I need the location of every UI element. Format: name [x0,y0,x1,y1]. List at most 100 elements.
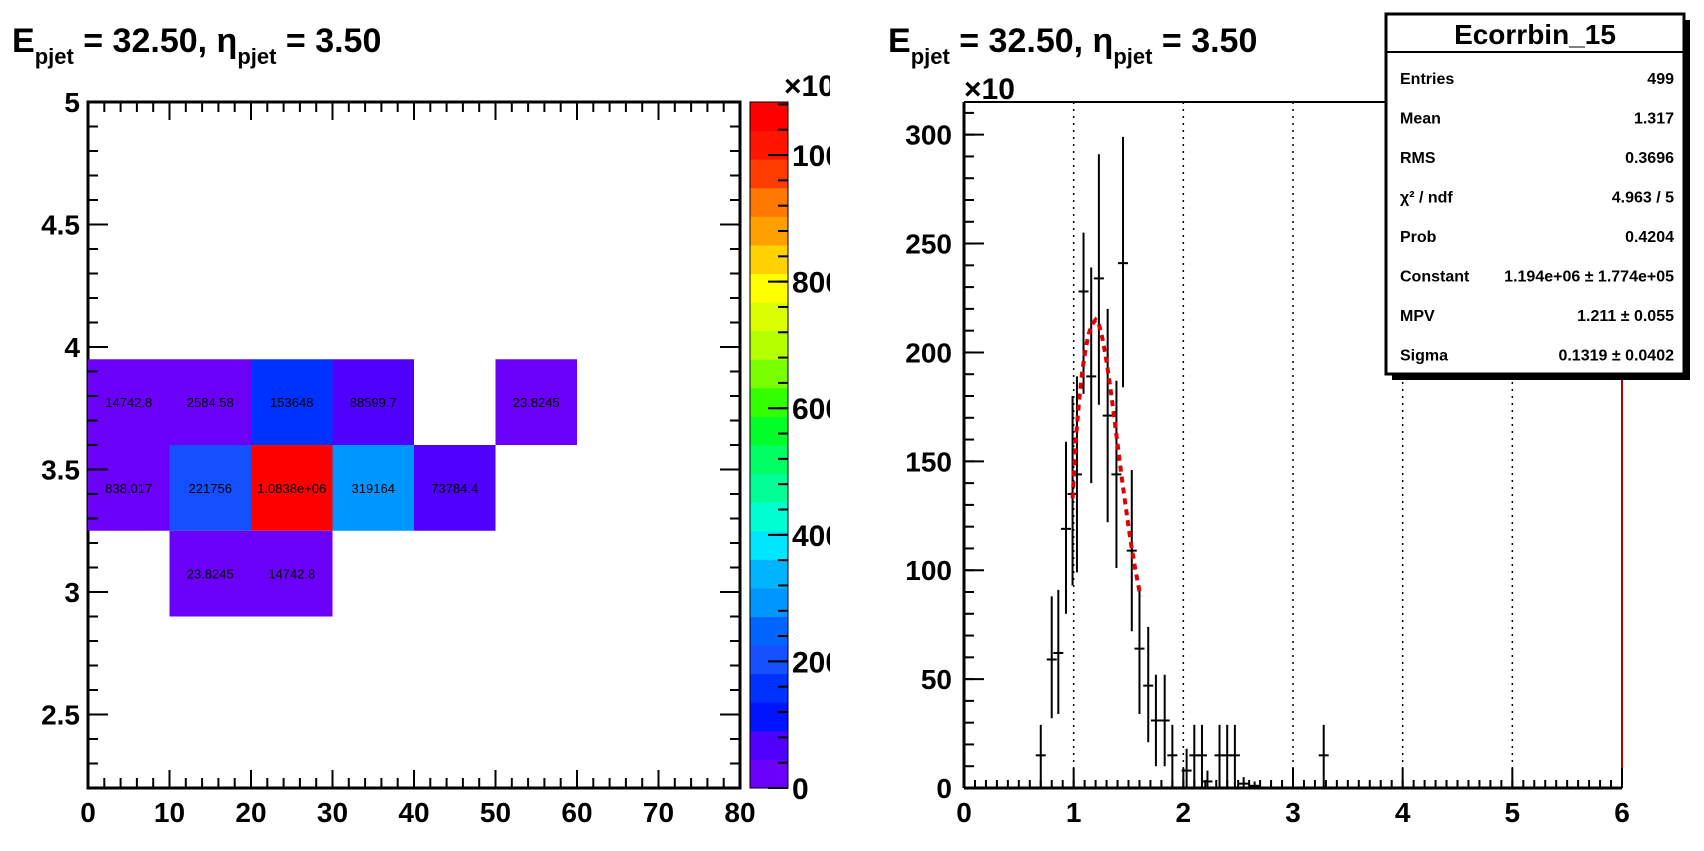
stats-row-value: 499 [1647,71,1674,88]
palette-tick-label: 0 [792,773,809,806]
histogram-y-tick-label: 150 [905,446,952,477]
heatmap-cell-label: 153648 [270,395,313,410]
histogram-y-tick-label: 100 [905,555,952,586]
palette-swatch [750,102,788,132]
heatmap-x-tick-label: 10 [154,797,185,828]
palette-swatch [750,244,788,274]
stats-box-title: Ecorrbin_15 [1454,19,1616,50]
heatmap-cell-label: 23.8245 [187,567,234,582]
heatmap-cell-label: 88599.7 [350,395,397,410]
heatmap-cell-label: 14742.8 [268,567,315,582]
left-title: Epjet = 32.50, ηpjet = 3.50 [12,22,381,69]
heatmap-x-tick-label: 60 [561,797,592,828]
palette-swatch [750,645,788,675]
heatmap-cell [88,359,170,445]
histogram-x-tick-label: 2 [1176,797,1192,828]
palette-swatch [750,502,788,532]
palette-swatch [750,387,788,417]
heatmap-plot: 14742.8 2584.58 153648 88599.7 23.8245 838.01… [41,87,756,828]
heatmap-cell-label: 14742.8 [105,395,152,410]
stats-row-label: Constant [1400,269,1470,286]
histogram-x-tick-label: 4 [1395,797,1411,828]
palette-tick-label: 400 [792,520,842,553]
heatmap-x-tick-label: 30 [317,797,348,828]
heatmap-cell-label: 221756 [189,481,232,496]
stats-box: Ecorrbin_15 Entries 499 Mean 1.317 RMS 0.3696… [1384,12,1690,380]
stats-row-value: 1.194e+06 ± 1.774e+05 [1504,269,1674,286]
palette-swatch [750,730,788,760]
palette-swatch [750,616,788,646]
heatmap-cell [169,445,251,531]
heatmap-y-tick-label: 2.5 [41,700,80,731]
palette-swatch [750,559,788,589]
heatmap-cell [88,445,170,531]
heatmap-x-tick-label: 70 [643,797,674,828]
palette-swatch [750,273,788,303]
stats-row-label: MPV [1400,308,1435,325]
stats-row-label: Mean [1400,111,1441,128]
heatmap-cell [169,530,251,617]
stats-row-value: 4.963 / 5 [1612,190,1674,207]
heatmap-x-tick-label: 40 [398,797,429,828]
heatmap-y-tick-label: 3 [64,577,80,608]
heatmap-x-tick-label: 80 [724,797,755,828]
palette-swatch [750,330,788,360]
histogram-y-tick-label: 300 [905,120,952,151]
stats-row-value: 0.4204 [1625,229,1674,246]
stats-row-value: 1.317 [1634,111,1674,128]
stats-row-value: 0.1319 ± 0.0402 [1558,348,1674,365]
palette-swatch [750,673,788,703]
palette-swatch [750,187,788,217]
histogram-plot: 0 1 2 3 4 5 6 0 50 100 150 200 250 300 ×10 [905,73,1630,828]
stats-row-label: Entries [1400,71,1454,88]
heatmap-cell-label: 1.0838e+06 [257,481,326,496]
heatmap-cell-label: 2584.58 [187,395,234,410]
histogram-x-tick-label: 5 [1505,797,1521,828]
histogram-y-tick-label: 0 [936,773,952,804]
palette-swatch [750,759,788,789]
histogram-x-tick-label: 6 [1614,797,1630,828]
histogram-x-tick-label: 0 [956,797,972,828]
palette-tick-label: 200 [792,646,842,679]
palette-swatch [750,587,788,617]
stats-box-frame [1384,12,1686,376]
palette-swatch [750,359,788,389]
heatmap-cell-label: 23.8245 [513,395,560,410]
histogram-y-tick-label: 250 [905,229,952,260]
heatmap-cell [332,359,414,445]
heatmap-cell-label: 73784.4 [431,481,478,496]
histogram-y-tick-label: 200 [905,337,952,368]
heatmap-y-tick-label: 5 [64,87,80,118]
histogram-y-tick-label: 50 [921,664,952,695]
palette-tick-label: 600 [792,393,842,426]
heatmap-cell [251,359,333,445]
heatmap-cell [169,359,251,445]
heatmap-y-tick-label: 3.5 [41,455,80,486]
heatmap-cell [332,445,414,531]
stats-row-label: χ² / ndf [1400,190,1453,207]
heatmap-y-tick-label: 4 [64,332,80,363]
heatmap-cell [251,530,333,617]
stats-row-label: Prob [1400,229,1437,246]
palette-swatch [750,702,788,732]
heatmap-cell [495,359,577,445]
palette-swatch [750,473,788,503]
heatmap-cell [251,445,333,531]
stats-row-value: 1.211 ± 0.055 [1577,308,1674,325]
right-title: Epjet = 32.50, ηpjet = 3.50 [888,22,1257,69]
histogram-x-tick-label: 1 [1066,797,1082,828]
heatmap-x-tick-label: 0 [80,797,96,828]
heatmap-cell-label: 838.017 [105,481,152,496]
palette-tick-label: 800 [792,267,842,300]
stats-row-label: Sigma [1400,348,1448,365]
heatmap-x-tick-label: 20 [235,797,266,828]
palette-exponent: ×10 [784,70,835,103]
heatmap-cell-label: 319164 [352,481,395,496]
palette-tick-label: 1000 [792,140,859,173]
histogram-x-tick-label: 3 [1285,797,1301,828]
heatmap-y-tick-label: 4.5 [41,210,80,241]
stats-row-label: RMS [1400,150,1436,167]
landau-fit-curve [1070,316,1143,597]
palette-swatch [750,159,788,189]
